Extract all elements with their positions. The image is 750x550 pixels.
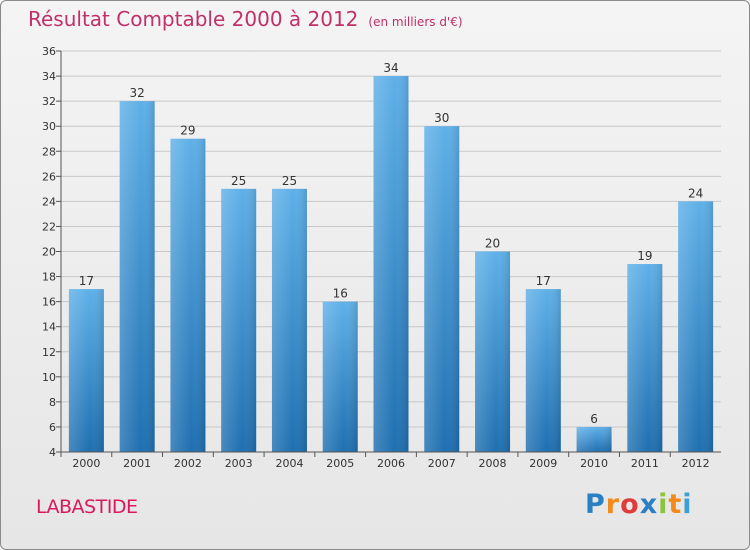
chart-title-text: Résultat Comptable 2000 à 2012 xyxy=(28,7,359,31)
x-tick-label: 2002 xyxy=(174,457,202,470)
bar-shade xyxy=(576,426,612,452)
data-label: 34 xyxy=(383,61,398,75)
data-label: 16 xyxy=(333,287,348,301)
data-label: 19 xyxy=(637,249,652,263)
bar-shade xyxy=(525,289,561,452)
y-tick-label: 16 xyxy=(42,296,56,309)
logo-letter: r xyxy=(605,489,621,520)
chart-title: Résultat Comptable 2000 à 2012 (en millie… xyxy=(28,7,463,31)
bar-shade xyxy=(322,301,358,452)
y-tick-label: 18 xyxy=(42,271,56,284)
x-tick-label: 2012 xyxy=(682,457,710,470)
y-tick-label: 10 xyxy=(42,371,56,384)
logo-letter: P xyxy=(585,489,606,520)
y-tick-label: 34 xyxy=(42,70,56,83)
data-label: 29 xyxy=(180,124,195,138)
x-tick-label: 2004 xyxy=(275,457,303,470)
x-tick-label: 2000 xyxy=(72,457,100,470)
logo-letter: o xyxy=(620,489,640,520)
y-tick-label: 4 xyxy=(49,446,56,459)
y-axis: 4 6 8 10 12 14 16 18 20 22 24 26 28 30 32 34 36 xyxy=(42,45,62,459)
y-tick-label: 20 xyxy=(42,246,56,259)
x-tick-label: 2009 xyxy=(529,457,557,470)
y-tick-label: 22 xyxy=(42,220,56,233)
x-axis: 2000 2001 2002 2003 2004 2005 2006 2007 2008 2009… xyxy=(60,451,721,470)
bar-shade xyxy=(475,251,511,452)
bar-shade xyxy=(271,188,307,452)
bar-shade xyxy=(221,188,257,452)
logo-letter: t xyxy=(668,489,683,520)
bar-shade xyxy=(170,138,206,452)
commune-name: LABASTIDE xyxy=(36,496,138,518)
logo-letter: i xyxy=(682,489,693,520)
data-label: 17 xyxy=(536,274,551,288)
y-tick-label: 28 xyxy=(42,145,56,158)
x-tick-label: 2007 xyxy=(428,457,456,470)
x-tick-label: 2010 xyxy=(580,457,608,470)
y-tick-label: 26 xyxy=(42,170,56,183)
bar-shade xyxy=(373,76,409,452)
data-label: 32 xyxy=(130,86,145,100)
proxiti-logo: Proxiti xyxy=(585,489,693,520)
x-tick-label: 2001 xyxy=(123,457,151,470)
y-tick-label: 6 xyxy=(49,421,56,434)
bars: 17 32 29 25 25 16 34 30 20 17 6 19 24 xyxy=(68,61,714,452)
x-tick-label: 2003 xyxy=(225,457,253,470)
x-tick-label: 2008 xyxy=(479,457,507,470)
y-tick-label: 32 xyxy=(42,95,56,108)
y-tick-label: 36 xyxy=(42,45,56,58)
data-label: 6 xyxy=(590,412,598,426)
data-label: 25 xyxy=(231,174,246,188)
data-label: 20 xyxy=(485,237,500,251)
y-tick-label: 24 xyxy=(42,195,56,208)
bar-shade xyxy=(119,101,155,452)
y-tick-label: 30 xyxy=(42,120,56,133)
y-tick-label: 14 xyxy=(42,321,56,334)
y-tick-label: 8 xyxy=(49,396,56,409)
chart-unit: (en milliers d'€) xyxy=(368,15,463,29)
y-tick-label: 12 xyxy=(42,346,56,359)
logo-letter: i xyxy=(658,489,669,520)
data-label: 30 xyxy=(434,111,449,125)
x-tick-label: 2005 xyxy=(326,457,354,470)
x-tick-label: 2011 xyxy=(631,457,659,470)
bar-shade xyxy=(678,201,714,452)
bar-shade xyxy=(68,289,104,452)
data-label: 17 xyxy=(79,274,94,288)
data-label: 24 xyxy=(688,186,703,200)
logo-letter: x xyxy=(639,489,659,520)
x-tick-label: 2006 xyxy=(377,457,405,470)
bar-shade xyxy=(424,126,460,452)
data-label: 25 xyxy=(282,174,297,188)
bar-shade xyxy=(627,264,663,452)
